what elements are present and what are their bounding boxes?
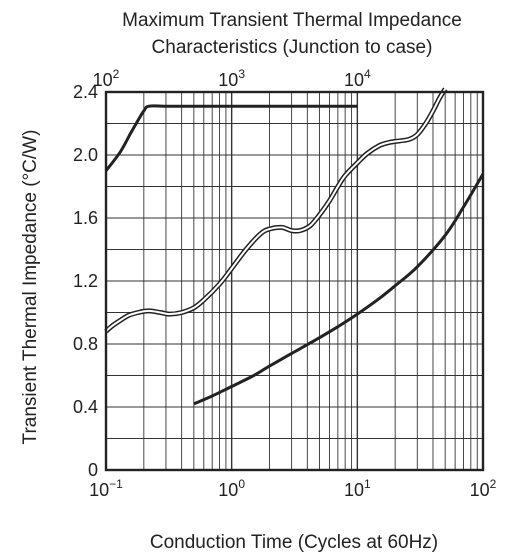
y-axis-label: Transient Thermal Impedance (°C/W) [20, 130, 41, 445]
y-tick-label: 0.8 [73, 334, 98, 354]
series-line-1 [193, 173, 485, 406]
series-line-2-outer [104, 87, 448, 334]
y-tick-label: 0 [88, 460, 98, 480]
x-axis-label: Conduction Time (Cycles at 60Hz) [150, 532, 438, 553]
x-tick-label-bottom: 101 [344, 477, 371, 500]
x-tick-label-bottom: 100 [218, 477, 245, 500]
x-tick-label-top: 104 [344, 67, 371, 90]
plot-frame [104, 90, 485, 472]
y-tick-label: 1.6 [73, 208, 98, 228]
y-tick-label: 0.4 [73, 397, 98, 417]
y-tick-labels: 0 0.4 0.8 1.2 1.6 2.0 2.4 [73, 82, 98, 480]
x-tick-label-top: 103 [218, 67, 245, 90]
x-tick-labels-top: 102 103 104 [93, 67, 371, 90]
series-line-2-inner [105, 88, 447, 333]
series-line-0 [104, 104, 358, 172]
plot-series [104, 87, 485, 406]
y-tick-label: 2.4 [73, 82, 98, 102]
plot-grid [105, 91, 483, 471]
y-tick-label: 2.0 [73, 145, 98, 165]
x-tick-labels-bottom: 10−1 100 101 102 [89, 477, 497, 500]
y-tick-label: 1.2 [73, 271, 98, 291]
x-tick-label-top: 102 [93, 67, 120, 90]
x-tick-label-bottom: 102 [470, 477, 497, 500]
chart-title-line-1: Maximum Transient Thermal Impedance [122, 10, 462, 31]
chart-title-line-2: Characteristics (Junction to case) [152, 37, 433, 58]
x-tick-label-bottom: 10−1 [89, 477, 123, 500]
